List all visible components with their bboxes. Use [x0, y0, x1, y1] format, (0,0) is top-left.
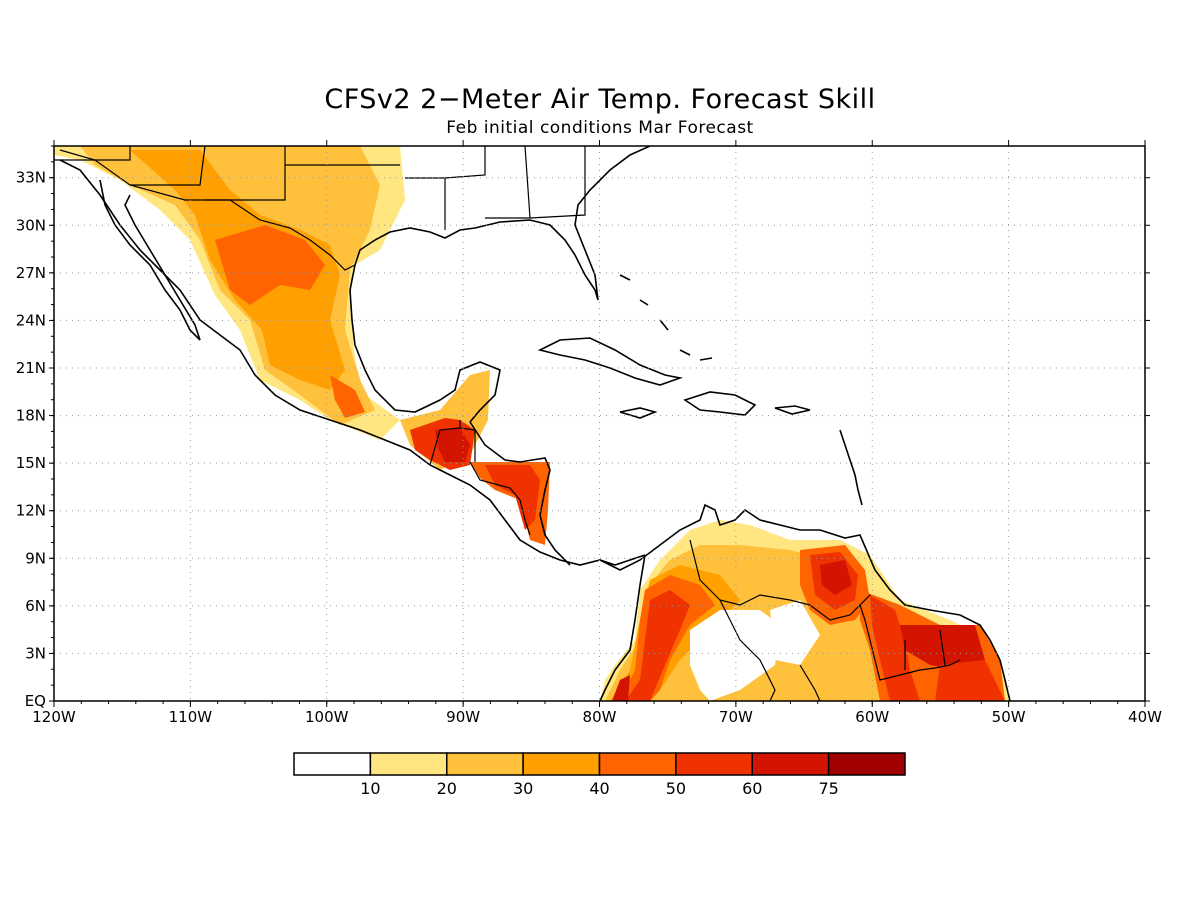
coast-baja — [99, 179, 201, 341]
lon-label: 60W — [855, 708, 889, 726]
field-guatemala-75 — [435, 428, 470, 462]
field-honduras-60 — [485, 465, 540, 530]
lat-label: 18N — [16, 407, 46, 425]
field-sa-venezuela-75 — [820, 560, 852, 595]
colorbar-label: 10 — [360, 779, 380, 798]
coast-jamaica — [619, 407, 658, 419]
colorbar-swatch — [446, 752, 524, 776]
coast-sa-west — [599, 554, 646, 701]
lon-label: 40W — [1128, 708, 1162, 726]
axis-ticks — [49, 140, 1150, 707]
colorbar-swatch — [827, 752, 906, 776]
skill-fields — [54, 146, 1010, 701]
gridlines — [54, 146, 1145, 701]
coastlines — [54, 146, 1011, 701]
field-mexico-70 — [330, 375, 365, 418]
coast-mexico-gulf — [349, 264, 501, 423]
border-south-america — [689, 539, 961, 701]
colorbar-label: 20 — [437, 779, 457, 798]
lon-label: 90W — [446, 708, 480, 726]
field-sa-guianas-60 — [870, 595, 920, 701]
lat-label: 27N — [16, 264, 46, 282]
colorbar: 10 20 30 40 50 60 75 — [293, 752, 906, 798]
lon-label: 110W — [169, 708, 213, 726]
coast-bahamas — [619, 274, 713, 361]
coast-antilles — [839, 429, 863, 506]
lat-label: 33N — [16, 169, 46, 187]
lat-label: EQ — [25, 692, 46, 710]
coast-us-gulf — [354, 146, 651, 301]
lon-label: 120W — [32, 708, 76, 726]
colorbar-label: 30 — [513, 779, 533, 798]
chart-subtitle: Feb initial conditions Mar Forecast — [446, 118, 754, 138]
longitude-labels: 120W 110W 100W 90W 80W 70W 60W 50W 40W — [32, 708, 1162, 726]
field-venezuela-white — [770, 600, 820, 665]
coast-cuba — [537, 337, 684, 386]
colorbar-swatch — [751, 752, 830, 776]
field-amazon-white — [690, 610, 780, 701]
colorbar-label: 60 — [742, 779, 762, 798]
lat-label: 6N — [25, 597, 46, 615]
colorbar-label: 50 — [666, 779, 686, 798]
colorbar-swatch — [522, 752, 601, 776]
colorbar-label: 40 — [589, 779, 609, 798]
lat-label: 9N — [25, 549, 46, 567]
border-us-mexico — [59, 149, 356, 271]
lat-label: 24N — [16, 311, 46, 329]
field-sa-west-75 — [612, 675, 630, 701]
colorbar-label: 75 — [818, 779, 838, 798]
colorbar-swatch — [675, 752, 753, 776]
lon-label: 80W — [583, 708, 617, 726]
border-central-america — [429, 420, 531, 536]
colorbar-swatch — [293, 752, 372, 776]
coast-caribbean-ca — [469, 421, 571, 566]
coast-sa-north — [599, 503, 1011, 701]
field-sa-colombia-60 — [625, 590, 690, 701]
coast-pacific — [59, 159, 646, 566]
colorbar-swatch — [369, 752, 448, 776]
latitude-labels: EQ 3N 6N 9N 12N 15N 18N 21N 24N 27N 30N 33N — [16, 169, 46, 710]
coast-puerto-rico — [774, 405, 811, 415]
lon-label: 70W — [719, 708, 753, 726]
field-sa-east-60 — [935, 660, 1005, 701]
lat-label: 15N — [16, 454, 46, 472]
lat-label: 12N — [16, 502, 46, 520]
chart-title: CFSv2 2−Meter Air Temp. Forecast Skill — [324, 84, 876, 115]
lat-label: 21N — [16, 359, 46, 377]
field-mexico-60 — [215, 225, 325, 305]
coast-hispaniola — [683, 391, 757, 416]
lon-label: 50W — [992, 708, 1026, 726]
lon-label: 100W — [305, 708, 349, 726]
lat-label: 3N — [25, 644, 46, 662]
lat-label: 30N — [16, 216, 46, 234]
colorbar-swatch — [598, 752, 677, 776]
